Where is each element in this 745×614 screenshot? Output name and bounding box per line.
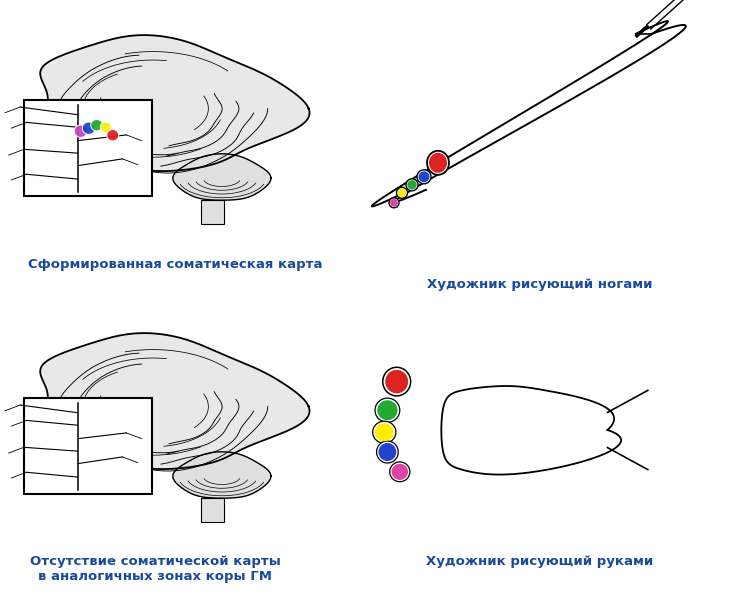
Ellipse shape <box>375 398 400 422</box>
Ellipse shape <box>372 421 396 443</box>
Polygon shape <box>39 333 310 469</box>
Ellipse shape <box>389 198 399 208</box>
Ellipse shape <box>385 370 408 394</box>
Ellipse shape <box>390 462 410 482</box>
Ellipse shape <box>74 125 87 138</box>
Bar <box>201 200 224 223</box>
Text: Отсутствие соматической карты
в аналогичных зонах коры ГМ: Отсутствие соматической карты в аналогич… <box>30 555 280 583</box>
Polygon shape <box>173 154 271 200</box>
Ellipse shape <box>427 151 449 175</box>
Ellipse shape <box>419 171 429 182</box>
Bar <box>24 100 152 196</box>
Ellipse shape <box>375 423 394 441</box>
Ellipse shape <box>408 180 416 190</box>
Bar <box>24 398 152 494</box>
Polygon shape <box>441 386 621 475</box>
Text: Художник рисующий ногами: Художник рисующий ногами <box>427 278 653 291</box>
Ellipse shape <box>378 443 396 461</box>
Polygon shape <box>39 35 310 171</box>
Ellipse shape <box>376 441 399 463</box>
Ellipse shape <box>392 464 408 480</box>
Polygon shape <box>173 452 271 498</box>
Ellipse shape <box>429 153 447 173</box>
Ellipse shape <box>417 170 431 184</box>
Ellipse shape <box>91 120 103 131</box>
Bar <box>201 499 224 521</box>
Ellipse shape <box>390 199 398 207</box>
Ellipse shape <box>396 187 408 198</box>
Text: Художник рисующий руками: Художник рисующий руками <box>426 555 653 568</box>
Ellipse shape <box>383 367 410 396</box>
Ellipse shape <box>406 179 418 191</box>
Ellipse shape <box>377 400 398 420</box>
Ellipse shape <box>107 130 118 141</box>
Text: Сформированная соматическая карта: Сформированная соматическая карта <box>28 258 323 271</box>
Ellipse shape <box>101 122 111 133</box>
Ellipse shape <box>398 188 406 197</box>
Ellipse shape <box>82 122 95 134</box>
